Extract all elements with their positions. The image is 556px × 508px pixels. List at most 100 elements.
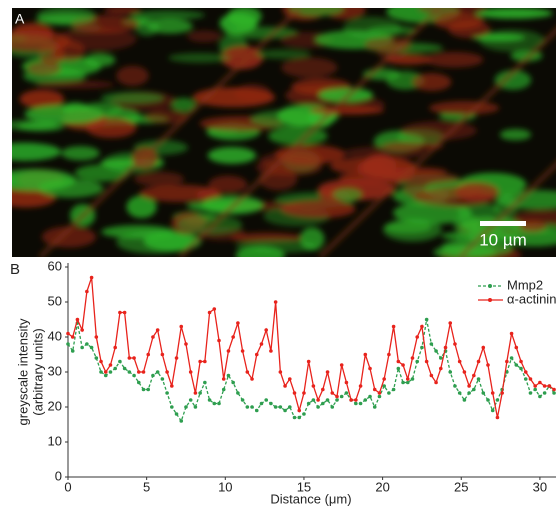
- data-point: [132, 373, 136, 378]
- data-point: [533, 384, 537, 388]
- y-tick-label: 10: [48, 433, 62, 448]
- blob: [383, 218, 442, 242]
- data-point: [382, 377, 386, 381]
- data-point: [306, 359, 311, 364]
- data-point: [377, 391, 382, 395]
- blob: [455, 182, 499, 202]
- blob: [207, 147, 257, 164]
- blob: [309, 106, 385, 115]
- data-point: [89, 275, 94, 280]
- data-point: [424, 317, 429, 322]
- data-point: [80, 345, 84, 350]
- data-point: [401, 363, 405, 367]
- data-point: [193, 405, 198, 409]
- blob: [299, 227, 325, 251]
- data-point: [424, 359, 429, 364]
- data-point: [269, 349, 273, 353]
- data-point: [297, 408, 302, 413]
- data-point: [354, 401, 358, 406]
- data-point: [420, 345, 424, 350]
- data-point: [85, 342, 89, 346]
- data-point: [321, 401, 325, 406]
- data-point: [330, 391, 335, 395]
- data-point: [269, 401, 273, 406]
- data-point: [165, 370, 169, 374]
- data-point: [410, 356, 415, 360]
- data-point: [533, 387, 537, 392]
- data-point: [387, 352, 391, 357]
- data-point: [306, 401, 311, 406]
- data-point: [297, 415, 302, 420]
- blob: [146, 18, 193, 34]
- blob: [208, 175, 248, 194]
- data-point: [396, 366, 401, 371]
- y-tick-label: 50: [48, 293, 62, 308]
- micrograph: [12, 8, 556, 257]
- data-point: [118, 310, 122, 315]
- data-point: [363, 352, 368, 357]
- data-point: [467, 384, 471, 388]
- data-point: [405, 380, 410, 385]
- x-tick-label: 15: [297, 479, 311, 494]
- blob: [145, 109, 188, 124]
- data-point: [523, 377, 528, 381]
- data-point: [118, 359, 122, 364]
- blob: [12, 142, 62, 161]
- blob: [187, 30, 222, 43]
- data-point: [490, 391, 495, 395]
- data-point: [476, 377, 481, 381]
- data-point: [245, 405, 250, 409]
- series-line: [67, 319, 555, 423]
- data-point: [401, 380, 405, 385]
- blob: [519, 220, 547, 233]
- blob: [27, 61, 62, 76]
- data-point: [127, 356, 132, 360]
- data-point: [368, 394, 372, 399]
- data-point: [155, 328, 160, 332]
- x-tick-label: 5: [143, 479, 150, 494]
- data-point: [519, 366, 523, 371]
- data-point: [108, 363, 113, 367]
- blob: [19, 89, 65, 109]
- blob: [35, 80, 115, 89]
- data-point: [321, 387, 325, 392]
- data-point: [264, 398, 268, 402]
- blob: [130, 10, 206, 20]
- data-point: [486, 398, 490, 402]
- data-point: [439, 356, 443, 360]
- data-point: [448, 370, 453, 374]
- blob: [12, 30, 71, 52]
- data-point: [283, 384, 287, 388]
- blob: [227, 8, 262, 27]
- data-point: [278, 370, 283, 374]
- data-point: [179, 419, 184, 423]
- data-point: [420, 324, 424, 329]
- data-point: [122, 310, 127, 315]
- data-point: [160, 352, 165, 357]
- data-point: [552, 387, 556, 392]
- data-point: [250, 377, 254, 381]
- data-point: [259, 342, 264, 346]
- data-point: [127, 370, 132, 374]
- blob: [479, 29, 545, 52]
- data-point: [212, 307, 217, 311]
- data-point: [89, 345, 94, 350]
- data-point: [273, 405, 278, 409]
- blob: [254, 49, 311, 59]
- data-point: [391, 324, 396, 329]
- data-point: [231, 380, 235, 385]
- data-point: [368, 366, 372, 371]
- data-point: [335, 394, 339, 399]
- data-point: [151, 335, 155, 339]
- y-axis-title: (arbitrary units): [30, 328, 45, 415]
- data-point: [391, 387, 396, 392]
- data-point: [174, 412, 179, 416]
- data-point: [429, 342, 434, 346]
- data-point: [221, 377, 226, 381]
- data-point: [179, 324, 184, 329]
- data-point: [80, 328, 84, 332]
- data-point: [188, 398, 193, 402]
- data-point: [198, 391, 202, 395]
- data-point: [316, 398, 320, 402]
- blob: [103, 8, 141, 15]
